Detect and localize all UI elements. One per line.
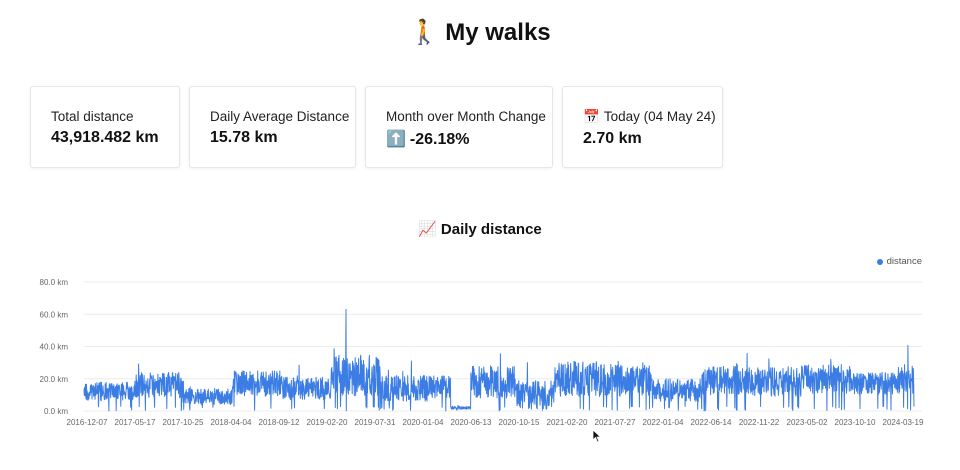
metric-value: 15.78 km (210, 129, 278, 146)
legend-label: distance (886, 256, 922, 267)
metric-value: 2.70 km (583, 130, 642, 147)
x-tick-label: 2019-07-31 (355, 418, 396, 427)
y-tick-label: 40.0 km (40, 343, 69, 352)
chart-title: 📈 Daily distance (0, 220, 960, 238)
chart-title-text: Daily distance (440, 221, 542, 238)
walking-person-icon: 🚶 (409, 18, 440, 46)
page-title: 🚶 My walks (0, 18, 960, 47)
metric-card-total-distance: Total distance 43,918.482 km (30, 86, 180, 168)
x-tick-label: 2021-07-27 (595, 418, 636, 427)
x-tick-label: 2024-03-19 (883, 418, 924, 427)
y-tick-label: 60.0 km (40, 310, 69, 319)
metric-value: 43,918.482 km (51, 129, 159, 146)
y-tick-label: 80.0 km (40, 278, 69, 287)
metric-label: Today (04 May 24) (603, 109, 716, 124)
mouse-pointer-icon (592, 429, 602, 443)
metric-card-daily-average: Daily Average Distance 15.78 km (189, 86, 356, 168)
x-tick-label: 2020-01-04 (403, 418, 444, 427)
series-line-distance (83, 308, 915, 412)
y-tick-label: 0.0 km (44, 407, 68, 416)
x-tick-label: 2018-09-12 (259, 418, 300, 427)
x-tick-label: 2022-01-04 (643, 418, 684, 427)
x-tick-label: 2020-10-15 (499, 418, 540, 427)
x-tick-label: 2022-06-14 (691, 418, 732, 427)
x-tick-label: 2022-11-22 (739, 418, 780, 427)
page-title-text: My walks (445, 19, 551, 46)
x-tick-label: 2019-02-20 (307, 418, 348, 427)
x-tick-label: 2020-06-13 (451, 418, 492, 427)
daily-distance-chart[interactable]: 0.0 km 20.0 km 40.0 km 60.0 km 80.0 km 2016-1… (0, 270, 960, 435)
x-tick-label: 2023-10-10 (835, 418, 876, 427)
x-tick-label: 2023-05-02 (787, 418, 828, 427)
x-tick-label: 2016-12-07 (67, 418, 108, 427)
x-tick-label: 2021-02-20 (547, 418, 588, 427)
metric-label: Daily Average Distance (210, 109, 350, 124)
chart-increasing-icon: 📈 (418, 220, 437, 238)
up-arrow-icon: ⬆️ (386, 129, 406, 148)
metric-label-row: 📅 Today (04 May 24) (583, 109, 716, 125)
metric-card-month-change: Month over Month Change ⬆️ -26.18% (365, 86, 553, 168)
x-tick-label: 2017-10-25 (163, 418, 204, 427)
x-tick-label: 2017-05-17 (115, 418, 156, 427)
metric-label: Month over Month Change (386, 109, 546, 124)
calendar-icon: 📅 (583, 109, 600, 125)
metric-value-row: ⬆️ -26.18% (386, 129, 532, 149)
legend-dot-icon (876, 258, 883, 265)
chart-legend[interactable]: distance (876, 256, 922, 267)
x-tick-label: 2018-04-04 (211, 418, 252, 427)
metric-label: Total distance (51, 109, 134, 124)
y-tick-label: 20.0 km (40, 375, 69, 384)
metric-value: -26.18% (409, 131, 470, 148)
metric-card-today: 📅 Today (04 May 24) 2.70 km (562, 86, 723, 168)
